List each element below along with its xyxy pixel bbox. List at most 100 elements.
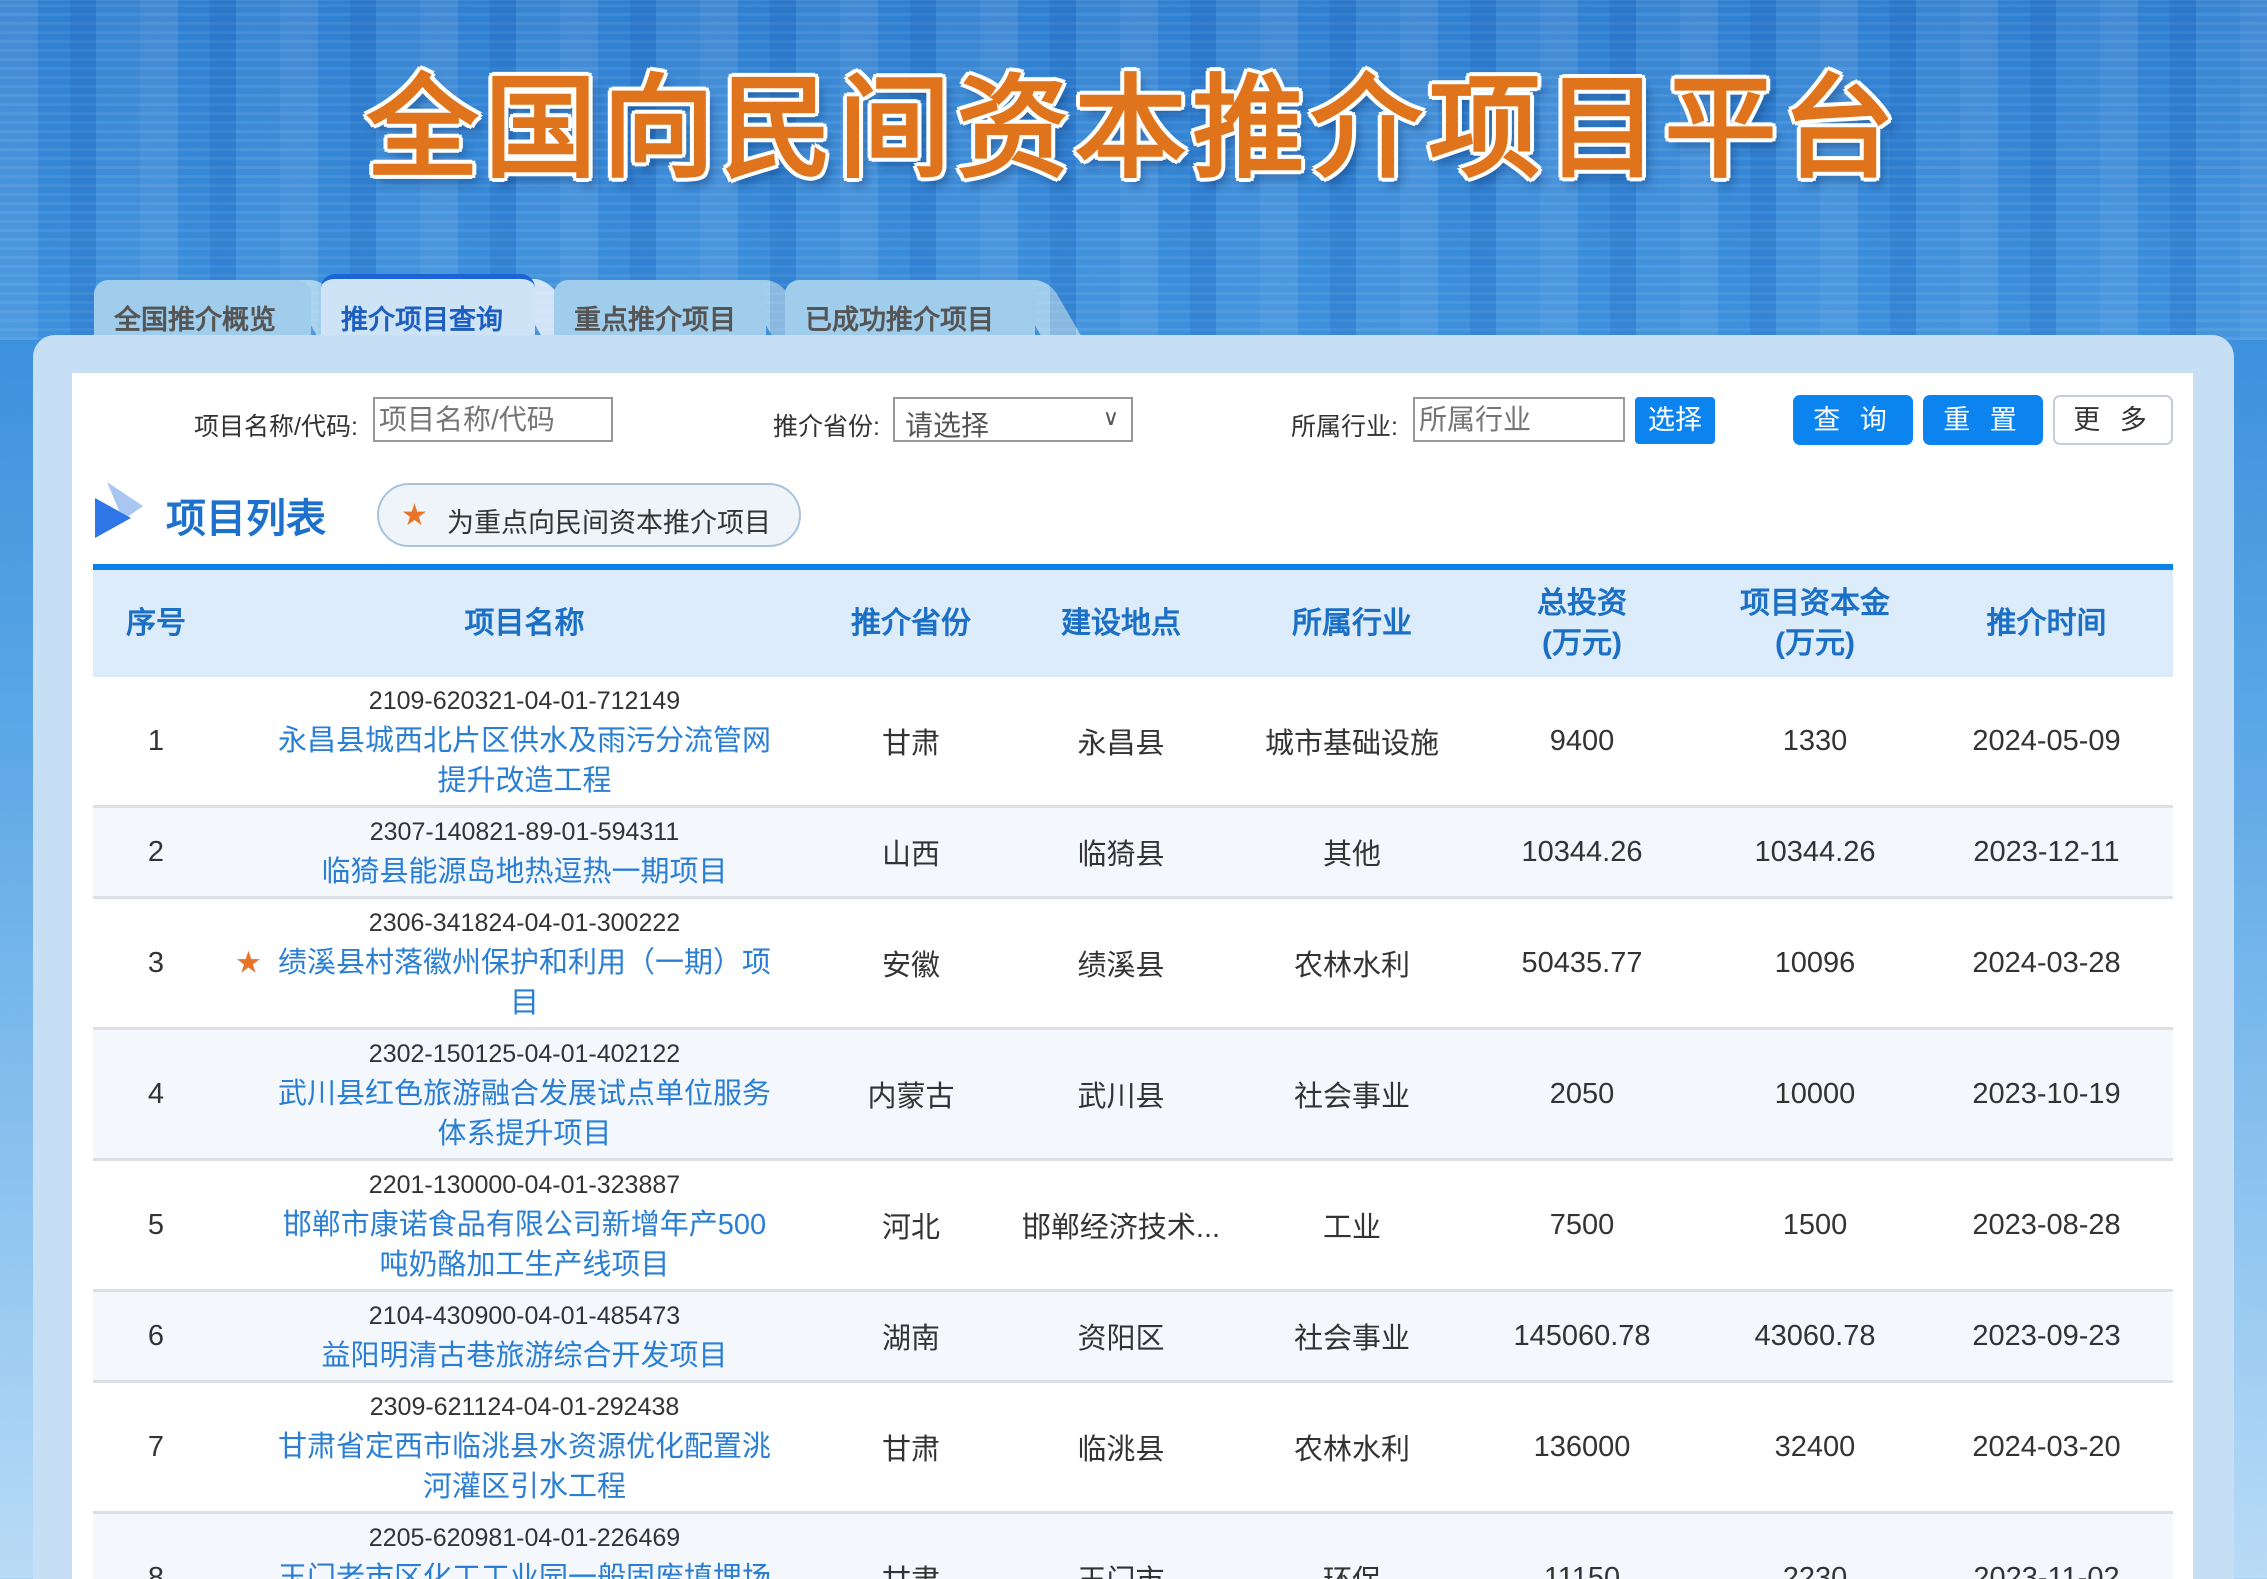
project-code: 2205-620981-04-01-226469 [368,1524,681,1552]
province-cell: 河北 [830,1159,992,1292]
project-name-link[interactable]: 益阳明清古巷旅游综合开发项目 [321,1340,728,1372]
capital-cell: 32400 [1710,1381,1920,1514]
play-arrow-icon [95,482,143,538]
capital-cell: 10000 [1710,1028,1920,1161]
location-cell: 邯郸经济技术... [992,1159,1250,1292]
reset-button[interactable]: 重 置 [1923,395,2043,445]
row-number: 6 [93,1290,219,1383]
date-cell: 2023-08-28 [1920,1159,2173,1292]
header-col-total-investment: 总投资 (万元) [1454,567,1710,677]
location-cell: 临洮县 [992,1381,1250,1514]
tab-project-query[interactable]: 推介项目查询 [321,274,535,336]
capital-cell: 10096 [1710,897,1920,1030]
capital-cell: 1500 [1710,1159,1920,1292]
location-cell: 玉门市 [992,1512,1250,1579]
industry-cell: 其他 [1250,806,1454,899]
table-row[interactable]: 5 2201-130000-04-01-323887 邯郸市康诺食品有限公司新增年产… [93,1159,2173,1292]
industry-cell: 工业 [1250,1159,1454,1292]
project-code: 2306-341824-04-01-300222 [368,909,681,937]
site-title: 全国向民间资本推介项目平台 [366,63,1901,194]
table-row[interactable]: 7 2309-621124-04-01-292438 甘肃省定西市临洮县水资源优化配… [93,1381,2173,1514]
industry-cell: 农林水利 [1250,897,1454,1030]
project-name-link[interactable]: 临猗县能源岛地热逗热一期项目 [321,856,728,888]
star-icon: ★ [401,499,428,532]
section-title: 项目列表 [166,497,326,541]
industry-select-button[interactable]: 选择 [1635,397,1715,444]
total-investment-cell: 145060.78 [1454,1290,1710,1383]
project-cell: 2302-150125-04-01-402122 武川县红色旅游融合发展试点单位服… [219,1028,830,1161]
province-cell: 甘肃 [830,1381,992,1514]
date-cell: 2023-10-19 [1920,1028,2173,1161]
location-cell: 资阳区 [992,1290,1250,1383]
date-cell: 2023-12-11 [1920,806,2173,899]
name-code-input[interactable] [373,397,613,442]
header-col-industry: 所属行业 [1250,567,1454,677]
tab-successful-projects[interactable]: 已成功推介项目 [785,280,1035,336]
table-row[interactable]: 6 2104-430900-04-01-485473 益阳明清古巷旅游综合开发项目 湖… [93,1290,2173,1383]
province-cell: 甘肃 [830,677,992,808]
row-number: 4 [93,1028,219,1161]
chevron-down-icon: ∨ [1102,405,1119,430]
province-cell: 安徽 [830,897,992,1030]
province-select[interactable]: 请选择 ∨ [893,397,1133,442]
row-number: 3 [93,897,219,1030]
industry-cell: 环保 [1250,1512,1454,1579]
header-col-no: 序号 [93,567,219,677]
industry-cell: 城市基础设施 [1250,677,1454,808]
table-row[interactable]: 3 ★ 2306-341824-04-01-300222 绩溪县村落徽州保护和利用（一… [93,897,2173,1030]
project-code: 2309-621124-04-01-292438 [369,1393,680,1421]
legend-text: 为重点向民间资本推介项目 [447,508,771,538]
province-cell: 甘肃 [830,1512,992,1579]
project-name-link[interactable]: 绩溪县村落徽州保护和利用（一期）项目 [277,947,771,1019]
project-name-link[interactable]: 武川县红色旅游融合发展试点单位服务体系提升项目 [277,1078,771,1150]
date-cell: 2024-05-09 [1920,677,2173,808]
industry-filter-label: 所属行业: [1291,413,1398,441]
industry-cell: 农林水利 [1250,1381,1454,1514]
row-number: 5 [93,1159,219,1292]
date-cell: 2023-09-23 [1920,1290,2173,1383]
industry-input[interactable] [1413,397,1625,442]
project-cell: 2309-621124-04-01-292438 甘肃省定西市临洮县水资源优化配置… [219,1381,830,1514]
row-number: 2 [93,806,219,899]
row-number: 7 [93,1381,219,1514]
project-cell: 2307-140821-89-01-594311 临猗县能源岛地热逗热一期项目 [219,806,830,899]
project-name-link[interactable]: 玉门老市区化工工业园一般固废填埋场项目 [277,1562,771,1579]
date-cell: 2023-11-02 [1920,1512,2173,1579]
total-investment-cell: 11150 [1454,1512,1710,1579]
header-col-province: 推介省份 [830,567,992,677]
project-code: 2104-430900-04-01-485473 [368,1302,681,1330]
capital-cell: 1330 [1710,677,1920,808]
project-code: 2302-150125-04-01-402122 [368,1040,681,1068]
capital-cell: 10344.26 [1710,806,1920,899]
project-name-link[interactable]: 邯郸市康诺食品有限公司新增年产500吨奶酪加工生产线项目 [282,1209,767,1281]
total-investment-cell: 7500 [1454,1159,1710,1292]
header-col-date: 推介时间 [1920,567,2173,677]
industry-cell: 社会事业 [1250,1028,1454,1161]
capital-cell: 2230 [1710,1512,1920,1579]
tab-key-projects[interactable]: 重点推介项目 [554,280,766,336]
tab-overview[interactable]: 全国推介概览 [94,280,311,336]
header-col-name: 项目名称 [219,567,830,677]
table-row[interactable]: 8 2205-620981-04-01-226469 玉门老市区化工工业园一般固废填… [93,1512,2173,1579]
query-button[interactable]: 查 询 [1793,395,1913,445]
project-name-link[interactable]: 永昌县城西北片区供水及雨污分流管网提升改造工程 [277,725,771,797]
location-cell: 永昌县 [992,677,1250,808]
more-button[interactable]: 更 多 [2053,395,2173,445]
total-investment-cell: 10344.26 [1454,806,1710,899]
project-cell: 2104-430900-04-01-485473 益阳明清古巷旅游综合开发项目 [219,1290,830,1383]
header-col-capital: 项目资本金 (万元) [1710,567,1920,677]
name-filter-label: 项目名称/代码: [194,413,358,441]
key-project-legend: ★ 为重点向民间资本推介项目 [377,483,801,547]
header-col-location: 建设地点 [992,567,1250,677]
table-row[interactable]: 4 2302-150125-04-01-402122 武川县红色旅游融合发展试点单位… [93,1028,2173,1161]
province-filter-label: 推介省份: [773,413,880,441]
date-cell: 2024-03-28 [1920,897,2173,1030]
location-cell: 武川县 [992,1028,1250,1161]
table-row[interactable]: 2 2307-140821-89-01-594311 临猗县能源岛地热逗热一期项目 山… [93,806,2173,899]
project-name-link[interactable]: 甘肃省定西市临洮县水资源优化配置洮河灌区引水工程 [277,1431,771,1503]
date-cell: 2024-03-20 [1920,1381,2173,1514]
project-cell: 2109-620321-04-01-712149 永昌县城西北片区供水及雨污分流管… [219,677,830,808]
province-cell: 湖南 [830,1290,992,1383]
star-icon: ★ [235,946,262,980]
table-row[interactable]: 1 2109-620321-04-01-712149 永昌县城西北片区供水及雨污分流… [93,677,2173,808]
